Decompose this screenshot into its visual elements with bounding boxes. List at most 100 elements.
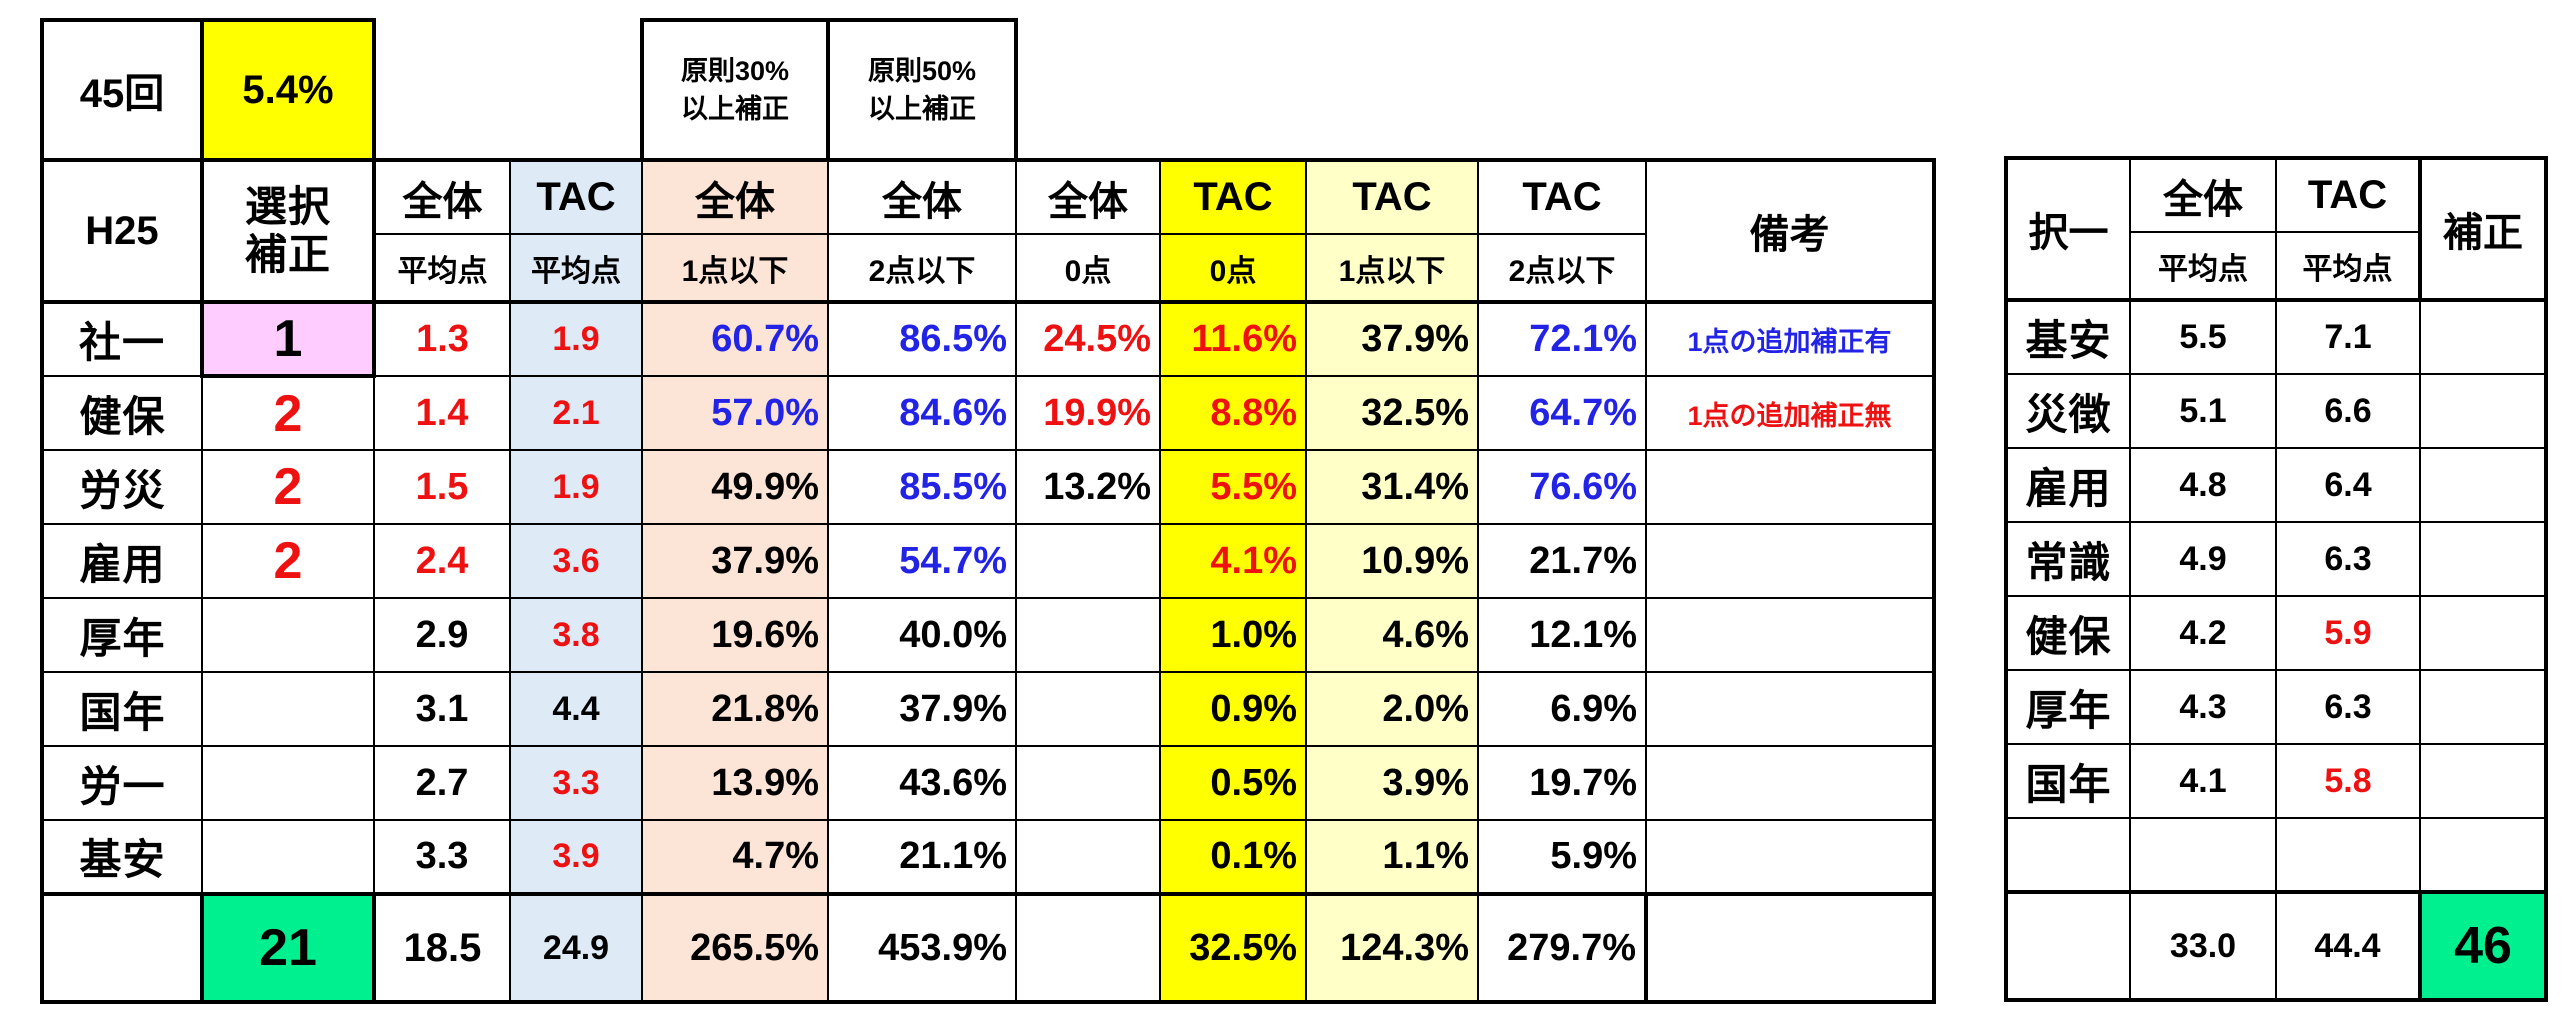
side-subject-cell: 健保 — [2004, 595, 2131, 671]
adjust-cell: 2 — [201, 375, 375, 451]
total-tac-le1-cell: 124.3% — [1305, 892, 1479, 1004]
all-header: 全体 — [373, 158, 511, 235]
subject-cell: 国年 — [40, 671, 203, 747]
tac-zero-cell: 0.1% — [1159, 819, 1307, 895]
tac-avg-cell: 1.9 — [509, 300, 643, 377]
tac-le1-cell: 10.9% — [1305, 523, 1479, 599]
remarks-cell — [1645, 671, 1936, 747]
side-tac-avg-cell: 5.9 — [2275, 595, 2421, 671]
adjust-cell — [201, 745, 375, 821]
all-le2-cell: 40.0% — [827, 597, 1017, 673]
remarks-cell: 1点の追加補正無 — [1645, 375, 1936, 451]
side-adjust-cell — [2419, 298, 2548, 375]
total-adjust-cell: 21 — [200, 892, 376, 1004]
tac-le1-cell: 4.6% — [1305, 597, 1479, 673]
side-tac-avg-cell: 6.3 — [2275, 669, 2421, 745]
all-le2-cell: 85.5% — [827, 449, 1017, 525]
total-tac-avg-cell: 24.9 — [509, 892, 643, 1004]
side-all-avg-cell: 4.9 — [2129, 521, 2277, 597]
tac-zero-cell: 5.5% — [1159, 449, 1307, 525]
tac-le1-cell: 31.4% — [1305, 449, 1479, 525]
side-subject-cell — [2004, 817, 2131, 893]
tac-le1-cell: 3.9% — [1305, 745, 1479, 821]
side-subject-cell: 雇用 — [2004, 447, 2131, 523]
all-avg-cell: 3.1 — [373, 671, 511, 747]
table-row: 健保 4.2 5.9 — [2004, 595, 2548, 671]
side-total-adjust-cell: 46 — [2418, 890, 2548, 1002]
all-le1-cell: 49.9% — [641, 449, 829, 525]
remarks-cell — [1645, 745, 1936, 821]
table-row: 基安 3.3 3.9 4.7% 21.1% 0.1% 1.1% 5.9% — [40, 819, 1936, 895]
side-adjust-cell — [2419, 373, 2548, 449]
all-zero-cell: 24.5% — [1015, 300, 1161, 377]
side-adjust-cell — [2419, 669, 2548, 745]
all-avg-cell: 1.4 — [373, 375, 511, 451]
tac-le2-cell: 19.7% — [1477, 745, 1647, 821]
multiple-choice-table: 択一 全体 TAC 補正 平均点 平均点 基安 5.5 7.1 災徴 5.1 6… — [2004, 156, 2548, 1002]
all-le1-cell: 21.8% — [641, 671, 829, 747]
tac-le1-cell: 37.9% — [1305, 300, 1479, 377]
side-adjust-cell — [2419, 595, 2548, 671]
side-subject-header: 択一 — [2004, 156, 2131, 302]
all-zero-cell — [1015, 597, 1161, 673]
tac-header-le2: TAC — [1477, 158, 1647, 235]
side-all-avg-cell: 4.3 — [2129, 669, 2277, 745]
remarks-cell — [1645, 449, 1936, 525]
rule-30-note: 原則30% 以上補正 — [640, 18, 830, 162]
tac-le2-cell: 6.9% — [1477, 671, 1647, 747]
zero-subheader: 0点 — [1015, 233, 1161, 303]
all-le1-cell: 57.0% — [641, 375, 829, 451]
all-le2-cell: 86.5% — [827, 300, 1017, 377]
main-score-table: 45回 5.4% 原則30% 以上補正 原則50% 以上補正 H25 選択 補正 全体… — [40, 18, 1936, 1004]
subject-cell: 社一 — [40, 300, 203, 377]
side-total-subject-cell — [2004, 890, 2131, 1002]
all-zero-cell — [1015, 523, 1161, 599]
tac-avg-cell: 1.9 — [509, 449, 643, 525]
table-row: 常識 4.9 6.3 — [2004, 521, 2548, 597]
side-all-avg-cell — [2129, 817, 2277, 893]
subject-cell: 厚年 — [40, 597, 203, 673]
tac-le2-cell: 12.1% — [1477, 597, 1647, 673]
tac-le1-cell: 2.0% — [1305, 671, 1479, 747]
remarks-cell — [1645, 523, 1936, 599]
side-tac-avg-subheader: 平均点 — [2275, 231, 2421, 301]
side-all-avg-subheader: 平均点 — [2129, 231, 2277, 301]
all-zero-cell — [1015, 671, 1161, 747]
tac-avg-subheader: 平均点 — [509, 233, 643, 303]
adjust-cell: 2 — [201, 523, 375, 599]
side-tac-avg-cell — [2275, 817, 2421, 893]
le1-subheader: 1点以下 — [641, 233, 829, 303]
remarks-cell: 1点の追加補正有 — [1645, 300, 1936, 377]
side-tac-header: TAC — [2275, 156, 2421, 233]
all-le1-cell: 19.6% — [641, 597, 829, 673]
tac-zero-cell: 1.0% — [1159, 597, 1307, 673]
year-header: H25 — [40, 158, 204, 304]
tac-zero-cell: 11.6% — [1159, 300, 1307, 377]
tac-le1-cell: 1.1% — [1305, 819, 1479, 895]
tac-avg-cell: 3.6 — [509, 523, 643, 599]
side-tac-avg-cell: 5.8 — [2275, 743, 2421, 819]
tac-le1-cell: 32.5% — [1305, 375, 1479, 451]
tac-header-zero: TAC — [1159, 158, 1307, 235]
adjust-cell — [201, 671, 375, 747]
side-adjust-cell — [2419, 521, 2548, 597]
all-zero-cell — [1015, 745, 1161, 821]
total-all-avg-cell: 18.5 — [373, 892, 511, 1004]
subject-cell: 労災 — [40, 449, 203, 525]
side-tac-avg-cell: 6.3 — [2275, 521, 2421, 597]
tac-avg-cell: 2.1 — [509, 375, 643, 451]
total-all-le2-cell: 453.9% — [827, 892, 1017, 1004]
adjust-cell: 1 — [200, 300, 376, 378]
tac-header: TAC — [509, 158, 643, 235]
total-row: 33.0 44.4 46 — [2004, 890, 2548, 1002]
tac-zero-cell: 0.5% — [1159, 745, 1307, 821]
all-le1-cell: 13.9% — [641, 745, 829, 821]
side-all-avg-cell: 4.2 — [2129, 595, 2277, 671]
side-all-avg-cell: 5.5 — [2129, 298, 2277, 375]
tac-avg-cell: 3.8 — [509, 597, 643, 673]
le2-subheader: 2点以下 — [827, 233, 1017, 303]
total-tac-le2-cell: 279.7% — [1477, 892, 1647, 1004]
session-label: 45回 — [40, 18, 204, 162]
table-row: 災徴 5.1 6.6 — [2004, 373, 2548, 449]
all-le2-cell: 84.6% — [827, 375, 1017, 451]
